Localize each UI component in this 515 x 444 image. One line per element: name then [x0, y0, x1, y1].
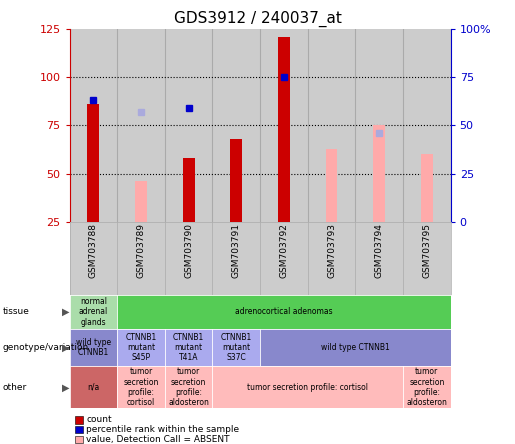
- Text: CTNNB1
mutant
S37C: CTNNB1 mutant S37C: [220, 333, 252, 362]
- Text: tumor
secretion
profile:
cortisol: tumor secretion profile: cortisol: [123, 367, 159, 408]
- Bar: [183, 158, 195, 222]
- Bar: [278, 36, 290, 222]
- Text: value, Detection Call = ABSENT: value, Detection Call = ABSENT: [86, 435, 230, 444]
- Text: GDS3912 / 240037_at: GDS3912 / 240037_at: [174, 11, 341, 27]
- Bar: [421, 155, 433, 222]
- Text: adrenocortical adenomas: adrenocortical adenomas: [235, 307, 333, 317]
- Bar: [373, 126, 385, 222]
- Text: tumor secretion profile: cortisol: tumor secretion profile: cortisol: [247, 383, 368, 392]
- Text: CTNNB1
mutant
T41A: CTNNB1 mutant T41A: [173, 333, 204, 362]
- Text: other: other: [3, 383, 27, 392]
- Text: GSM703795: GSM703795: [422, 223, 431, 278]
- Text: normal
adrenal
glands: normal adrenal glands: [79, 297, 108, 327]
- Text: percentile rank within the sample: percentile rank within the sample: [86, 425, 239, 434]
- Bar: [325, 149, 337, 222]
- Bar: [230, 139, 242, 222]
- Text: wild type CTNNB1: wild type CTNNB1: [321, 343, 390, 352]
- Text: GSM703791: GSM703791: [232, 223, 241, 278]
- Text: GSM703788: GSM703788: [89, 223, 98, 278]
- Text: GSM703794: GSM703794: [375, 223, 384, 278]
- Text: tissue: tissue: [3, 307, 29, 317]
- Text: GSM703790: GSM703790: [184, 223, 193, 278]
- Text: GSM703793: GSM703793: [327, 223, 336, 278]
- Text: ▶: ▶: [62, 342, 70, 353]
- Text: GSM703789: GSM703789: [136, 223, 145, 278]
- Text: GSM703792: GSM703792: [280, 223, 288, 278]
- Text: wild type
CTNNB1: wild type CTNNB1: [76, 338, 111, 357]
- Text: genotype/variation: genotype/variation: [3, 343, 89, 352]
- Bar: [88, 104, 99, 222]
- Text: count: count: [86, 415, 112, 424]
- Text: ▶: ▶: [62, 382, 70, 392]
- Bar: [135, 182, 147, 222]
- Text: tumor
secretion
profile:
aldosteron: tumor secretion profile: aldosteron: [406, 367, 447, 408]
- Text: CTNNB1
mutant
S45P: CTNNB1 mutant S45P: [125, 333, 157, 362]
- Text: n/a: n/a: [87, 383, 99, 392]
- Text: ▶: ▶: [62, 307, 70, 317]
- Text: tumor
secretion
profile:
aldosteron: tumor secretion profile: aldosteron: [168, 367, 209, 408]
